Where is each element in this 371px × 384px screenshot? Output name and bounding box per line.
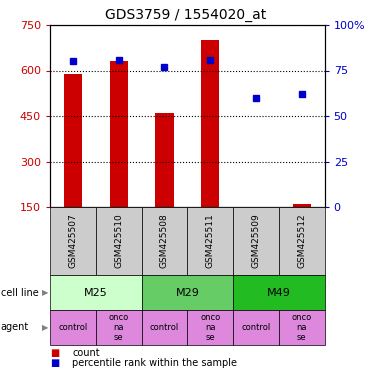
Text: ■: ■ [50, 348, 59, 358]
Text: M49: M49 [267, 288, 291, 298]
Text: control: control [150, 323, 179, 332]
Text: percentile rank within the sample: percentile rank within the sample [72, 358, 237, 367]
Text: M25: M25 [84, 288, 108, 298]
Text: GSM425510: GSM425510 [114, 214, 123, 268]
Bar [64, 73, 82, 207]
Text: cell line: cell line [1, 288, 39, 298]
Bar [109, 61, 128, 207]
Text: GSM425512: GSM425512 [297, 214, 306, 268]
Text: GDS3759 / 1554020_at: GDS3759 / 1554020_at [105, 8, 266, 22]
Text: ■: ■ [50, 358, 59, 367]
Bar [293, 204, 311, 207]
Text: M29: M29 [175, 288, 199, 298]
Text: count: count [72, 348, 100, 358]
Text: GSM425511: GSM425511 [206, 214, 215, 268]
Text: ▶: ▶ [42, 323, 48, 332]
Text: control: control [242, 323, 270, 332]
Text: GSM425509: GSM425509 [252, 214, 260, 268]
Text: onco
na
se: onco na se [292, 313, 312, 343]
Bar [247, 207, 265, 208]
Text: control: control [58, 323, 88, 332]
Bar [201, 40, 219, 207]
Bar [155, 113, 174, 207]
Text: onco
na
se: onco na se [109, 313, 129, 343]
Text: onco
na
se: onco na se [200, 313, 220, 343]
Text: GSM425508: GSM425508 [160, 214, 169, 268]
Text: ▶: ▶ [42, 288, 48, 297]
Text: agent: agent [1, 323, 29, 333]
Text: GSM425507: GSM425507 [69, 214, 78, 268]
